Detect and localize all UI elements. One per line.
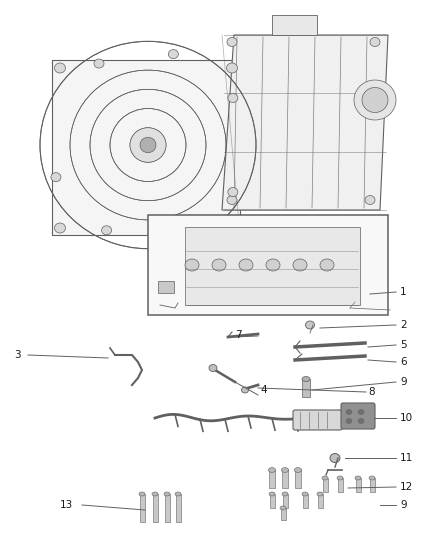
Ellipse shape <box>140 138 156 152</box>
Text: 1: 1 <box>400 287 406 297</box>
Ellipse shape <box>280 506 286 510</box>
Ellipse shape <box>354 80 396 120</box>
Ellipse shape <box>227 37 237 46</box>
Ellipse shape <box>51 173 61 182</box>
Text: 12: 12 <box>400 482 413 492</box>
Ellipse shape <box>54 223 66 233</box>
Ellipse shape <box>212 259 226 271</box>
Text: 5: 5 <box>400 340 406 350</box>
Ellipse shape <box>209 365 217 372</box>
Ellipse shape <box>337 476 343 480</box>
Ellipse shape <box>302 376 310 382</box>
Ellipse shape <box>94 59 104 68</box>
Bar <box>152 494 158 522</box>
Ellipse shape <box>185 259 199 271</box>
Ellipse shape <box>140 138 156 152</box>
Bar <box>176 494 180 522</box>
Bar <box>165 494 170 522</box>
Ellipse shape <box>346 409 352 415</box>
Ellipse shape <box>346 418 352 424</box>
Ellipse shape <box>369 476 375 480</box>
Ellipse shape <box>130 128 166 162</box>
Ellipse shape <box>239 259 253 271</box>
Ellipse shape <box>282 492 288 496</box>
Bar <box>303 494 307 508</box>
Text: 7: 7 <box>235 330 242 340</box>
Bar <box>269 494 275 508</box>
Text: 10: 10 <box>400 413 413 423</box>
Ellipse shape <box>102 226 112 235</box>
Ellipse shape <box>362 87 388 112</box>
Ellipse shape <box>293 259 307 271</box>
Ellipse shape <box>266 259 280 271</box>
Bar <box>280 508 286 520</box>
Ellipse shape <box>355 476 361 480</box>
Ellipse shape <box>317 492 323 496</box>
Ellipse shape <box>330 454 340 463</box>
Ellipse shape <box>302 492 308 496</box>
FancyBboxPatch shape <box>293 410 342 430</box>
Bar <box>185 227 360 305</box>
Ellipse shape <box>358 418 364 424</box>
Bar <box>338 478 343 492</box>
Bar <box>302 379 310 397</box>
Ellipse shape <box>365 196 375 205</box>
Text: 9: 9 <box>400 500 406 510</box>
Text: 3: 3 <box>14 350 21 360</box>
Ellipse shape <box>228 188 238 197</box>
Bar <box>282 470 288 488</box>
Text: 11: 11 <box>400 453 413 463</box>
Ellipse shape <box>305 321 314 329</box>
Text: 2: 2 <box>400 320 406 330</box>
Bar <box>322 478 328 492</box>
Text: 6: 6 <box>400 357 406 367</box>
Ellipse shape <box>175 492 181 496</box>
Ellipse shape <box>227 196 237 205</box>
Ellipse shape <box>322 476 328 480</box>
Ellipse shape <box>228 93 238 102</box>
Bar <box>283 494 287 508</box>
Ellipse shape <box>152 492 158 496</box>
Text: 4: 4 <box>260 385 267 395</box>
Bar <box>269 470 275 488</box>
Text: 13: 13 <box>60 500 73 510</box>
Ellipse shape <box>130 128 166 162</box>
Ellipse shape <box>139 492 145 496</box>
Ellipse shape <box>164 492 170 496</box>
Ellipse shape <box>268 467 276 472</box>
Bar <box>318 494 322 508</box>
Bar <box>158 281 174 293</box>
Ellipse shape <box>294 467 302 472</box>
Ellipse shape <box>177 229 187 238</box>
Bar <box>295 470 301 488</box>
Ellipse shape <box>226 223 237 233</box>
Bar <box>370 478 374 492</box>
Text: 9: 9 <box>400 377 406 387</box>
Polygon shape <box>222 35 388 210</box>
Ellipse shape <box>281 467 289 472</box>
Ellipse shape <box>358 409 364 415</box>
Bar <box>139 494 145 522</box>
Ellipse shape <box>241 387 248 393</box>
Ellipse shape <box>269 492 275 496</box>
Polygon shape <box>272 15 317 35</box>
Ellipse shape <box>370 37 380 46</box>
Polygon shape <box>148 215 388 315</box>
Polygon shape <box>52 60 240 235</box>
Bar <box>356 478 360 492</box>
Ellipse shape <box>320 259 334 271</box>
Ellipse shape <box>54 63 66 73</box>
Text: 8: 8 <box>368 387 374 397</box>
Ellipse shape <box>168 50 178 59</box>
Ellipse shape <box>226 63 237 73</box>
FancyBboxPatch shape <box>341 403 375 429</box>
